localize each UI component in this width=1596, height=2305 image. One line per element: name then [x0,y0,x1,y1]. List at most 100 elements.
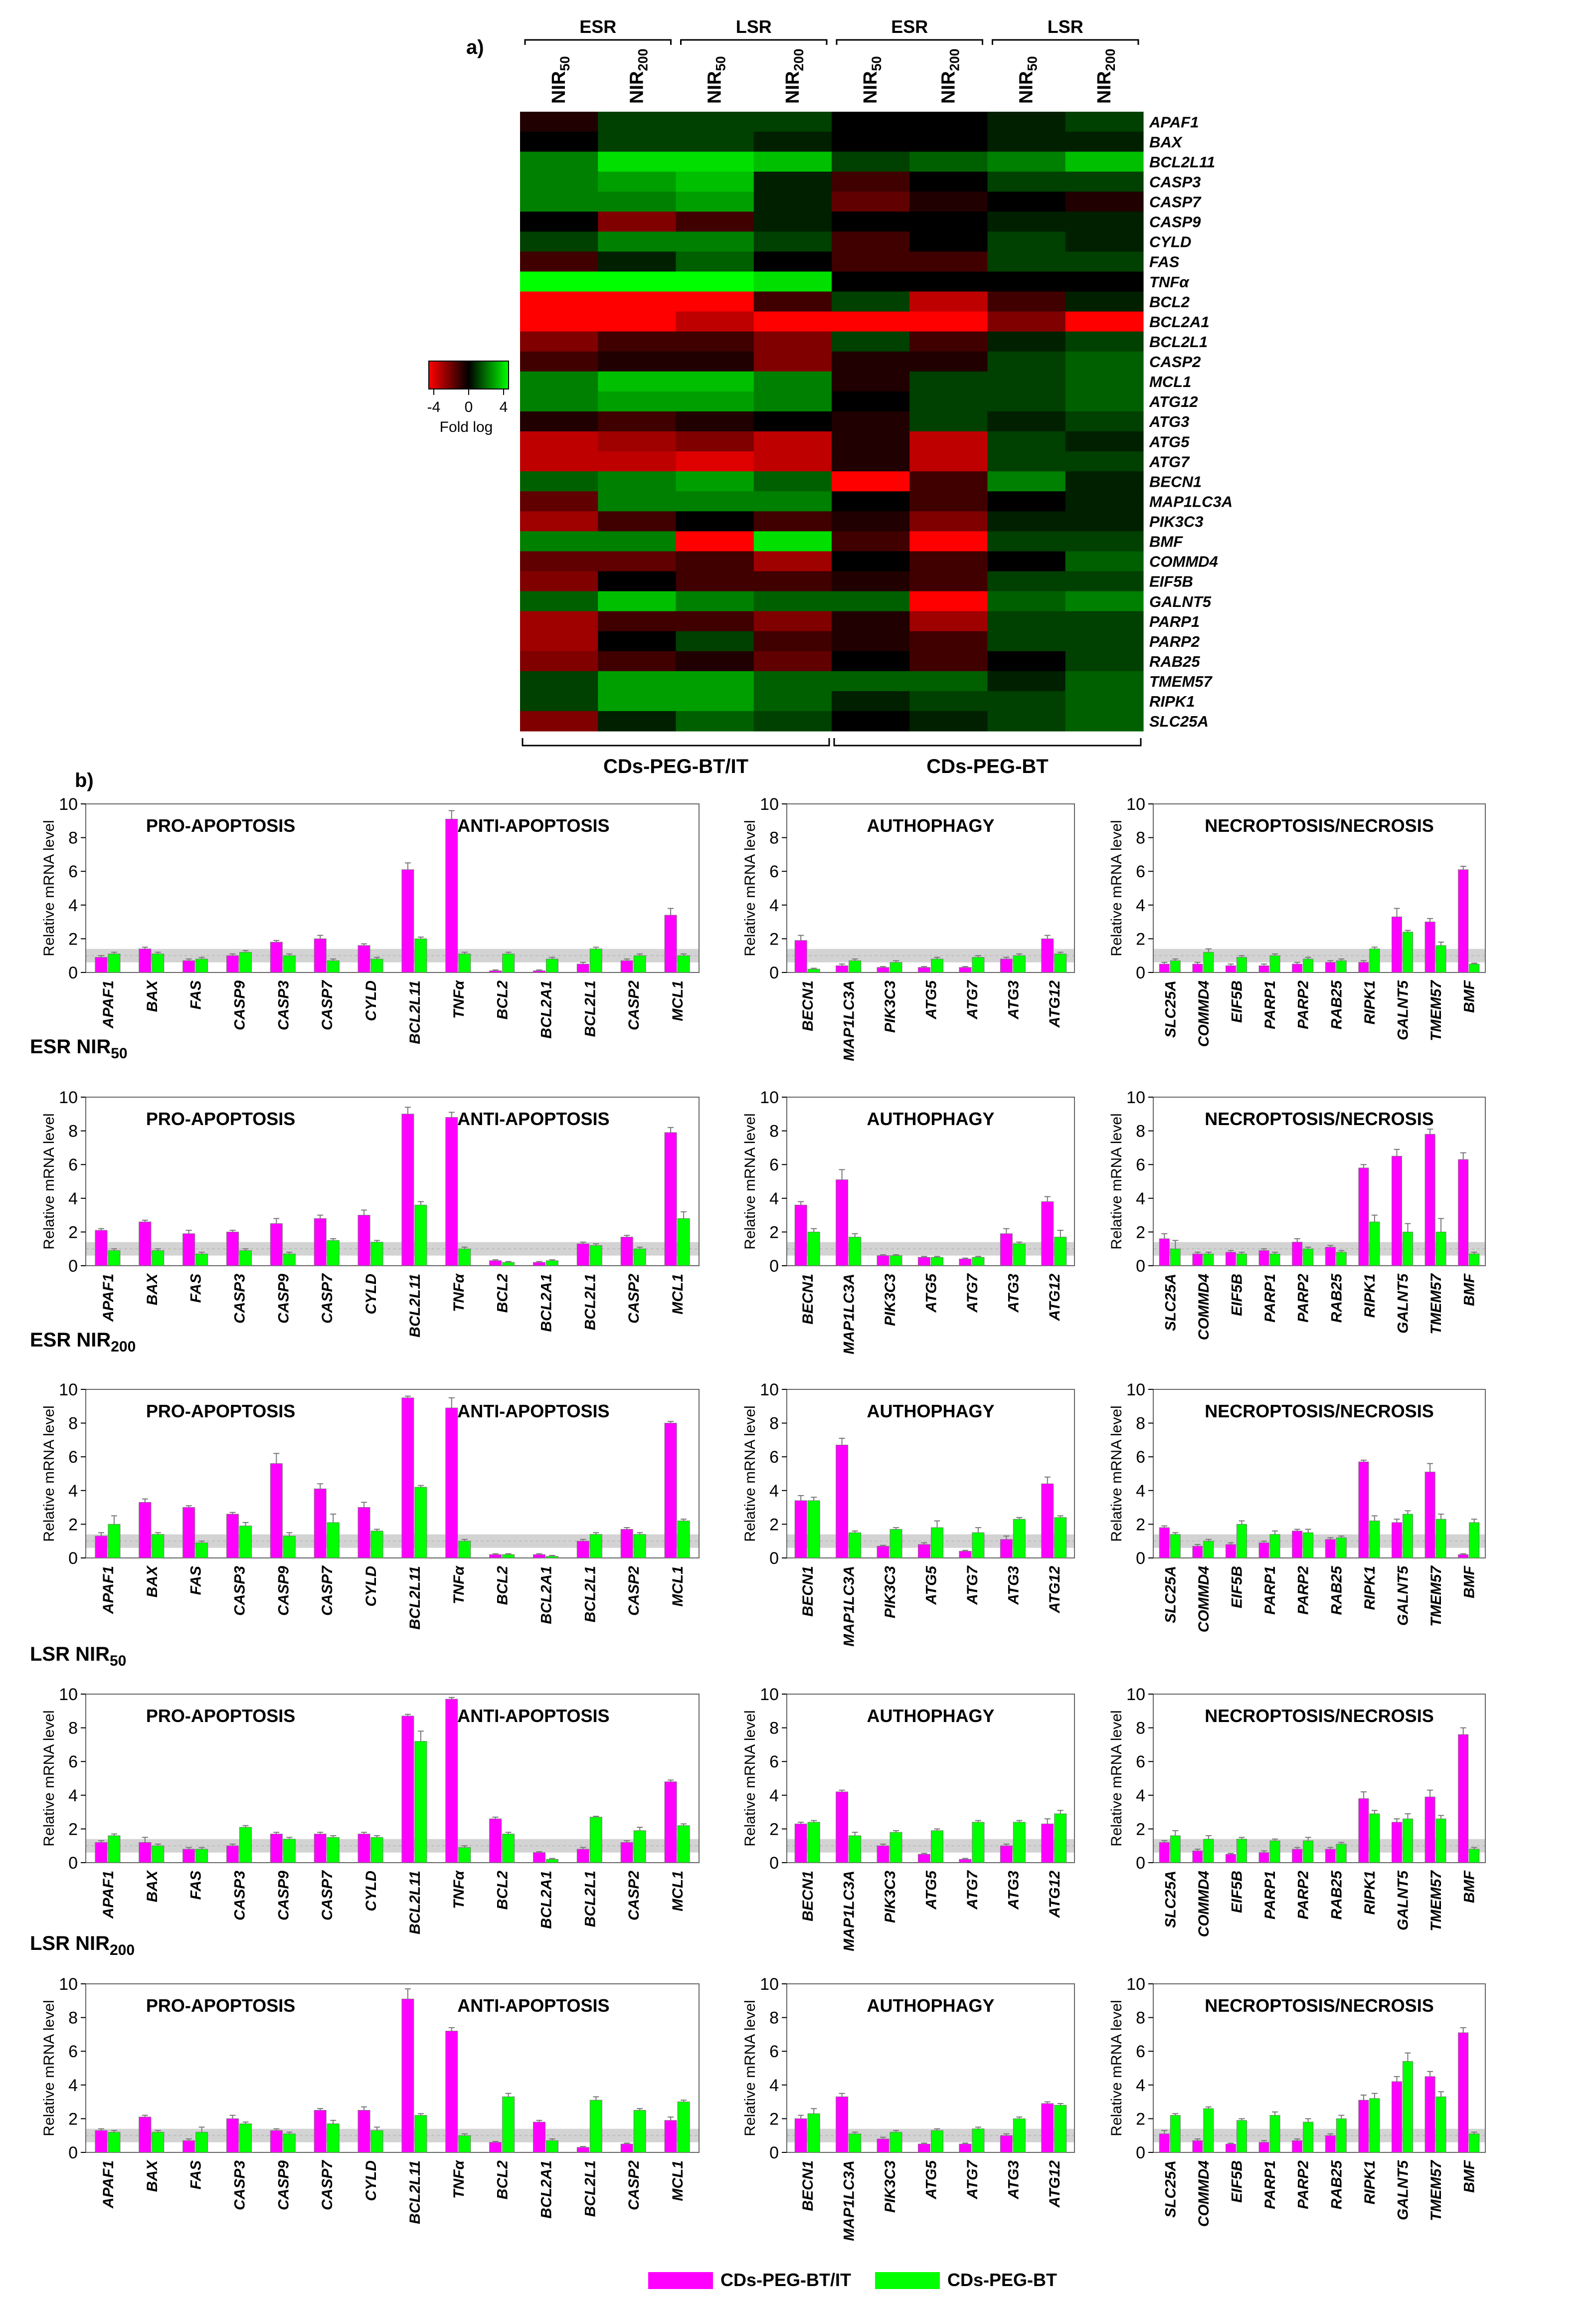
heatmap-cell [832,691,910,712]
bar-cds-peg-bt [1170,960,1181,973]
category-label: ATG3 [1005,1566,1022,1605]
bar-cds-peg-bt-it [489,1818,502,1863]
heatmap-cell [753,172,832,192]
heatmap-cell [598,611,677,632]
category-label: MCL1 [670,2160,686,2201]
heatmap-cell [598,391,677,412]
heatmap-cell [909,471,988,492]
category-label: ATG7 [964,2160,981,2200]
y-tick-label: 6 [1136,862,1145,881]
heatmap-cell [909,451,988,472]
category-label: MAP1LC3A [841,1566,858,1647]
heatmap-cell [753,251,832,272]
category-label: TNFα [451,2160,467,2199]
y-tick-label: 2 [68,1515,78,1534]
y-axis-label: Relative mRNA level [742,2000,758,2136]
bar-cds-peg-bt-it [1325,1539,1336,1558]
bar-cds-peg-bt [414,1741,427,1863]
y-tick-label: 10 [59,1975,78,1994]
bar-cds-peg-bt [502,954,515,973]
category-label: PARP1 [1262,980,1278,1029]
bar-cds-peg-bt-it [489,1260,502,1266]
y-tick-label: 10 [760,795,779,814]
y-tick-label: 2 [68,2110,78,2128]
y-tick-label: 0 [1136,1549,1145,1568]
category-label: BCL2A1 [538,1871,555,1929]
heatmap-cell [909,431,988,452]
bar-cds-peg-bt [889,962,902,973]
y-tick-label: 0 [68,1549,78,1568]
bar-cds-peg-bt-it [1000,1845,1013,1863]
heatmap-cell [832,311,910,332]
bar-cds-peg-bt-it [357,945,370,973]
bar-cds-peg-bt [1303,1248,1314,1266]
heatmap-subgroup-label: LSR [736,16,772,37]
bar-cds-peg-bt [327,1522,340,1558]
heatmap-cell [598,711,677,732]
bar-cds-peg-bt-it [1358,2100,1369,2153]
heatmap-cell [1065,491,1144,512]
heatmap-cell [520,571,598,592]
y-axis-label: Relative mRNA level [41,1710,57,1846]
heatmap-cell [987,331,1066,352]
heatmap-cell [1065,251,1144,272]
bar-cds-peg-bt [633,955,646,973]
category-label: APAF1 [100,1871,117,1919]
bar-cds-peg-bt-it [794,1204,807,1266]
heatmap-cell [753,611,832,632]
heatmap-cell [1065,631,1144,652]
category-label: SLC25A [1162,980,1179,1038]
panel-title: NECROPTOSIS/NECROSIS [1205,1109,1433,1129]
bar-cds-peg-bt-it [664,1132,677,1266]
heatmap-cell [753,551,832,572]
bar-cds-peg-bt-it [401,1114,414,1266]
category-label: TNFα [451,1565,467,1604]
heatmap-cell [676,172,754,192]
y-tick-label: 10 [760,1088,779,1107]
bar-cds-peg-bt-it [1258,1852,1269,1863]
heatmap-cell [1065,172,1144,192]
heatmap-cell [1065,311,1144,332]
bar-cds-peg-bt [195,1542,208,1558]
bar-cds-peg-bt-it [1226,1252,1237,1266]
heatmap-cell [1065,411,1144,432]
bar-cds-peg-bt [1013,1243,1026,1266]
heatmap-row-label: ATG3 [1149,413,1189,430]
heatmap-cell [520,651,598,672]
y-tick-label: 10 [59,1685,78,1704]
bar-cds-peg-bt-it [1000,2135,1013,2153]
bar-cds-peg-bt-it [357,2110,370,2153]
heatmap-cell [676,351,754,372]
y-tick-label: 10 [1126,1380,1145,1399]
bar-cds-peg-bt-it [1258,1250,1269,1266]
heatmap-cell [987,351,1066,372]
heatmap-row-label: BAX [1149,133,1183,151]
bar-cds-peg-bt-it [1424,1134,1435,1266]
bar-cds-peg-bt [633,1248,646,1266]
heatmap-cell [676,511,754,532]
heatmap-cell [1065,591,1144,612]
y-tick-label: 10 [1126,795,1145,814]
category-label: PARP2 [1295,1274,1312,1323]
heatmap-cell [676,571,754,592]
heatmap-cell [753,371,832,392]
heatmap-cell [676,451,754,472]
y-tick-label: 8 [1136,2009,1145,2028]
y-tick-label: 8 [1136,1719,1145,1738]
bar-cds-peg-bt-it [1358,1167,1369,1266]
bar-cds-peg-bt [807,2113,820,2153]
bar-cds-peg-bt-it [489,1554,502,1558]
bar-cds-peg-bt [152,2131,165,2153]
bar-cds-peg-bt [239,2123,252,2153]
bar-cds-peg-bt [1435,1818,1446,1863]
bar-cds-peg-bt-it [445,818,458,973]
bar-cds-peg-bt-it [533,970,545,973]
y-tick-label: 6 [769,1752,779,1771]
bar-cds-peg-bt [931,959,943,973]
bar-cds-peg-bt [414,1204,427,1266]
heatmap-cell [987,431,1066,452]
bar-cds-peg-bt-it [139,1221,152,1266]
color-scale-tick-label: -4 [427,399,441,415]
heatmap-cell [909,311,988,332]
